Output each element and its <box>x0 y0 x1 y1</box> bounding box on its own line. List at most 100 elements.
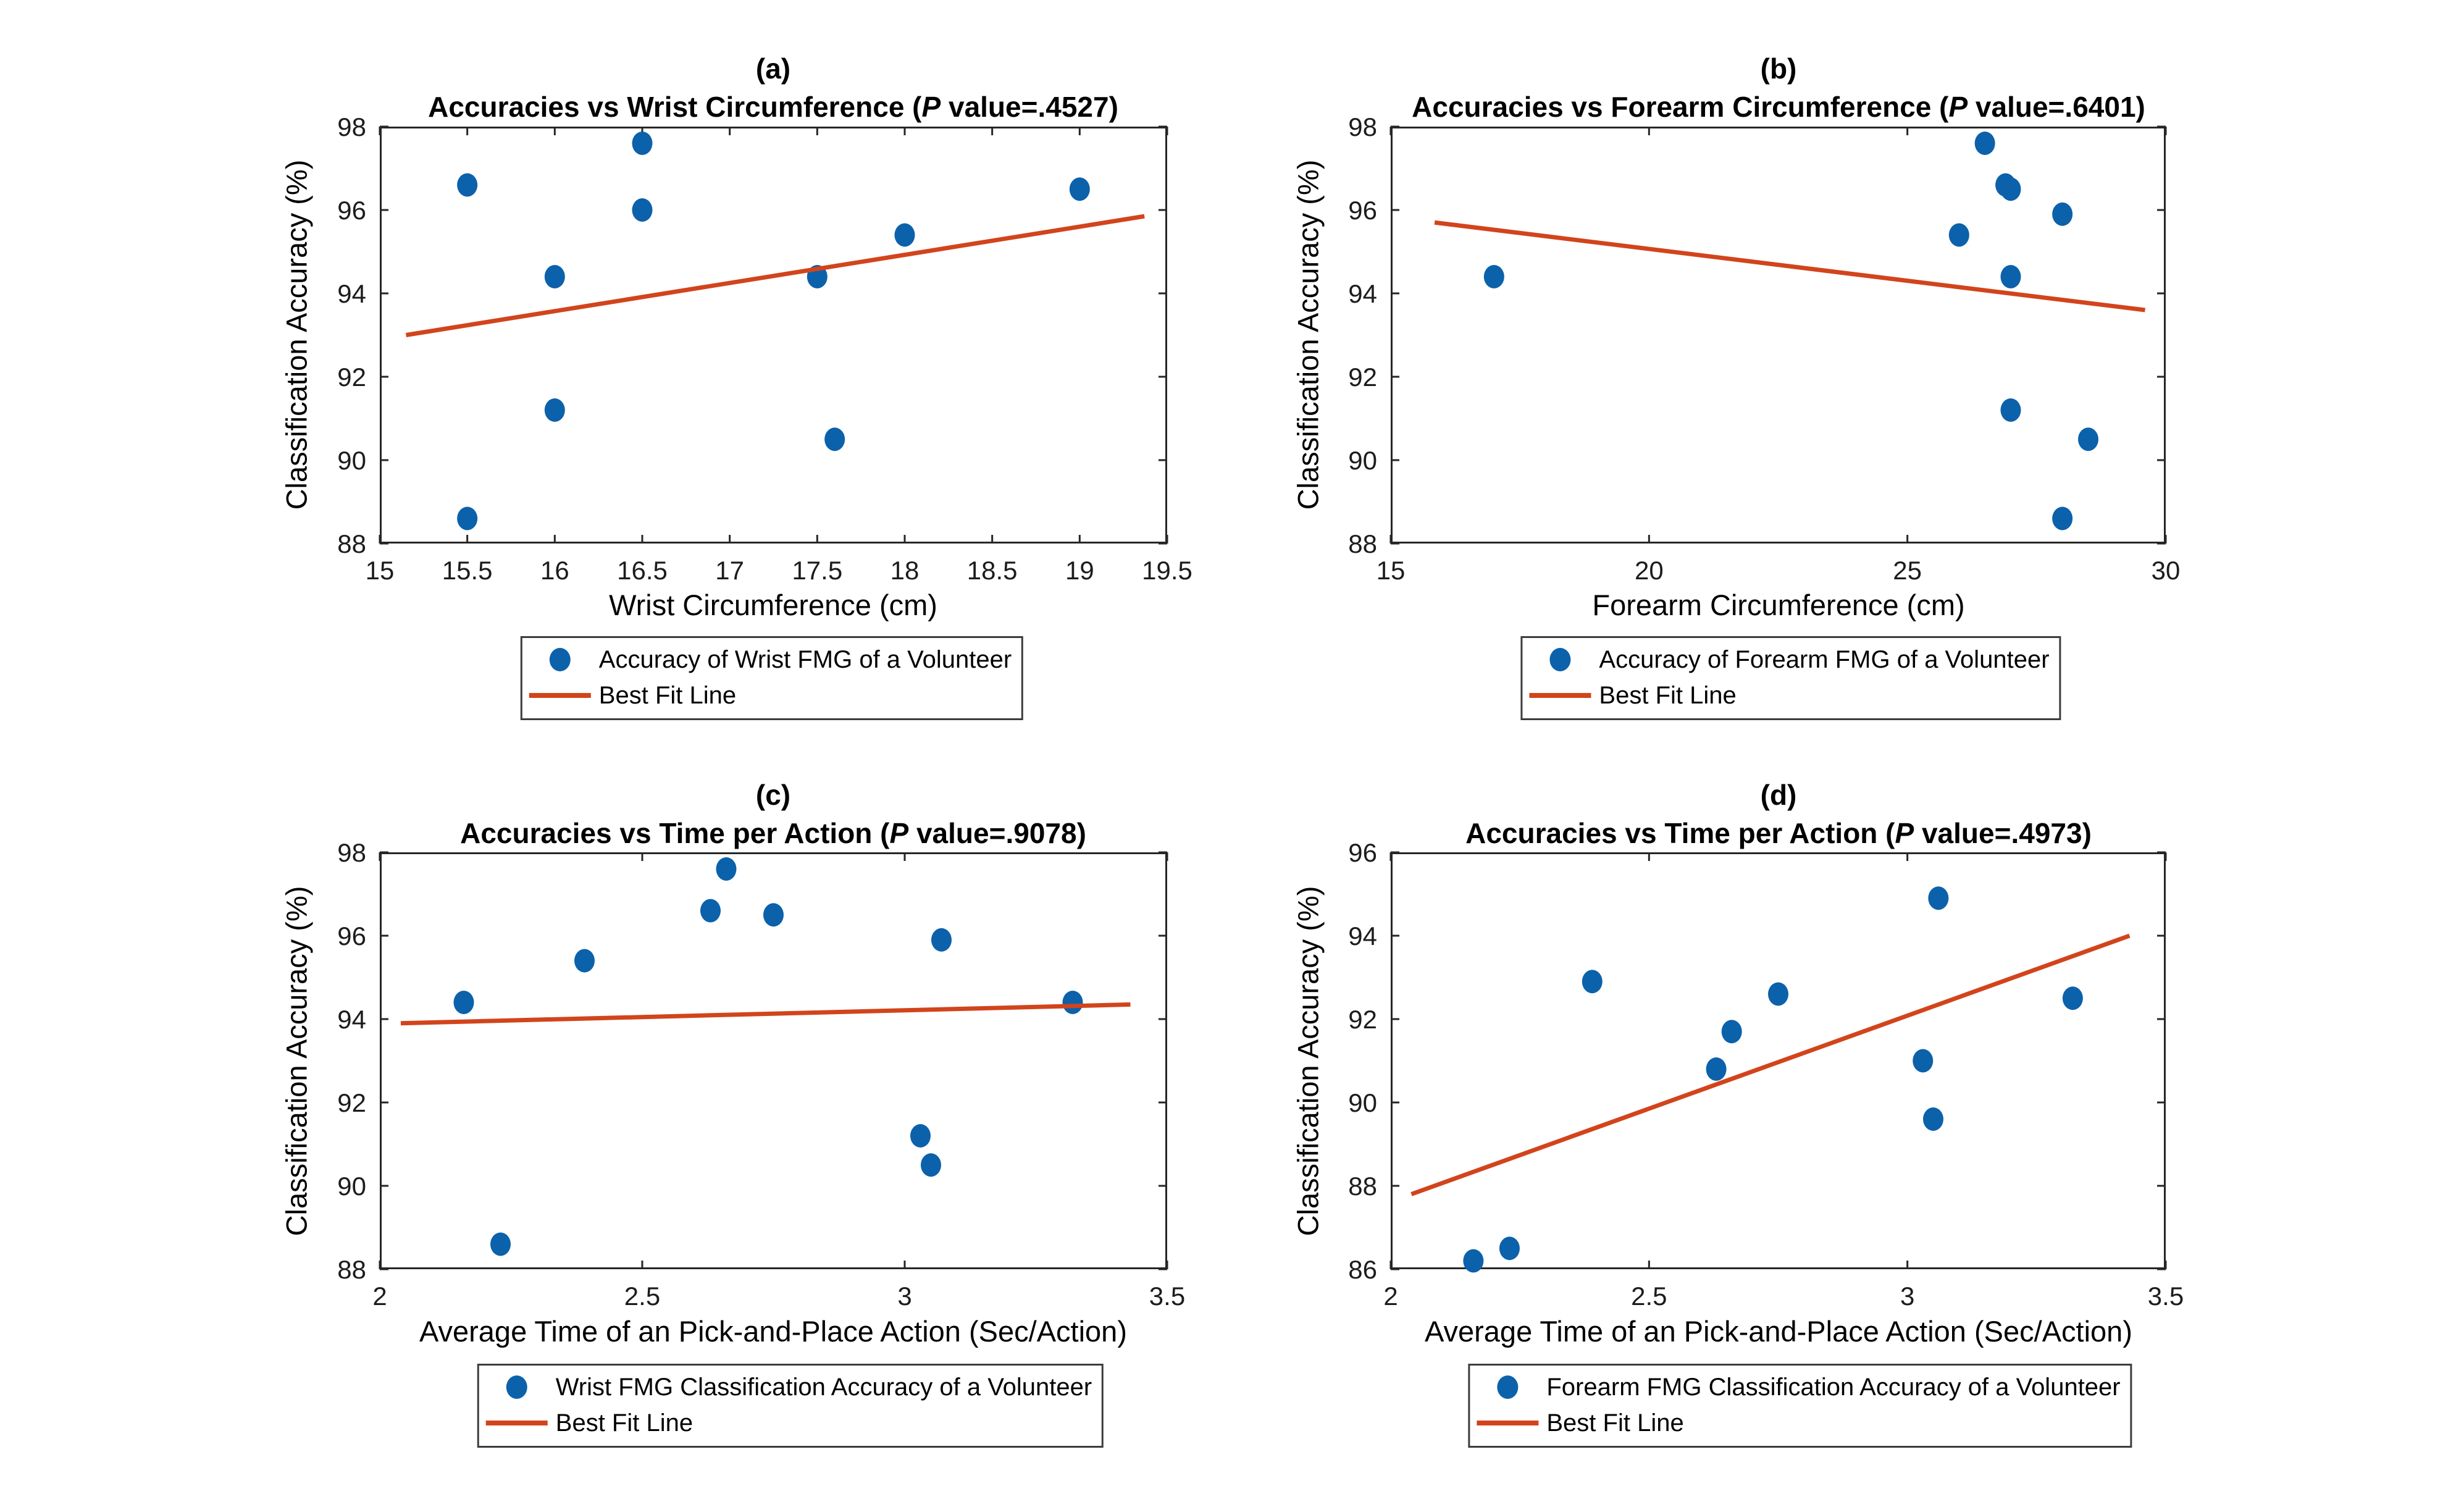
y-tick-label: 94 <box>337 1005 366 1034</box>
y-tick-label: 96 <box>1348 196 1377 225</box>
data-point <box>632 198 653 222</box>
scatter-marker-icon <box>1497 1375 1519 1399</box>
y-tick-label: 98 <box>1348 112 1377 141</box>
best-fit-line <box>405 214 1145 337</box>
data-point <box>2052 506 2073 531</box>
y-tick-label: 96 <box>337 196 366 225</box>
x-tick-label: 2 <box>372 1282 387 1311</box>
legend-item-fit-line: Best Fit Line <box>485 1406 1092 1440</box>
x-tick-label: 16.5 <box>617 556 668 585</box>
data-point <box>2062 986 2083 1010</box>
x-tick-label: 15.5 <box>442 556 493 585</box>
x-tick-label: 3 <box>897 1282 911 1311</box>
y-tick-label: 92 <box>1348 1005 1377 1034</box>
y-tick-label: 94 <box>1348 921 1377 951</box>
legend-label: Best Fit Line <box>555 1409 694 1437</box>
legend: Wrist FMG Classification Accuracy of a V… <box>477 1364 1104 1448</box>
y-tick-label: 98 <box>337 838 366 867</box>
x-tick-label: 19.5 <box>1142 556 1192 585</box>
legend-label: Wrist FMG Classification Accuracy of a V… <box>555 1373 1092 1401</box>
data-point <box>894 223 915 247</box>
data-point <box>2000 398 2021 422</box>
data-point <box>1928 886 1949 910</box>
data-point <box>457 173 478 197</box>
fit-line-icon <box>1477 1421 1539 1425</box>
y-tick-label: 90 <box>337 446 366 475</box>
x-tick-label: 20 <box>1635 556 1664 585</box>
data-point <box>2052 202 2073 226</box>
data-point <box>490 1232 511 1256</box>
data-point <box>1974 132 1995 155</box>
x-axis-label: Wrist Circumference (cm) <box>609 589 937 621</box>
y-tick-label: 90 <box>1348 446 1377 475</box>
data-point <box>921 1153 941 1177</box>
legend-label: Best Fit Line <box>598 681 737 709</box>
data-point <box>1499 1236 1520 1261</box>
data-point <box>2000 265 2021 288</box>
panel-letter: (a) <box>755 52 791 85</box>
data-point <box>700 899 721 923</box>
y-tick-label: 94 <box>1348 279 1377 308</box>
data-point <box>910 1124 931 1148</box>
best-fit-line <box>400 1002 1131 1026</box>
plot-area: 2 2.5 3 3.5 88 90 92 94 96 98 <box>337 838 1185 1311</box>
y-tick-label: 90 <box>1348 1088 1377 1117</box>
data-point <box>453 991 474 1014</box>
legend-label: Best Fit Line <box>1546 1409 1684 1437</box>
x-axis-label: Average Time of an Pick-and-Place Action… <box>1425 1315 2132 1348</box>
data-point <box>632 132 653 155</box>
y-tick-label: 86 <box>1348 1255 1377 1284</box>
legend-label: Best Fit Line <box>1599 681 1737 709</box>
legend-label: Accuracy of Forearm FMG of a Volunteer <box>1599 645 2050 673</box>
best-fit-line <box>1410 933 2131 1196</box>
x-tick-label: 30 <box>2152 556 2181 585</box>
data-point <box>763 903 784 927</box>
legend-label: Accuracy of Wrist FMG of a Volunteer <box>598 645 1012 673</box>
data-point <box>1062 991 1083 1014</box>
data-point <box>1948 223 1969 247</box>
data-point <box>1913 1049 1934 1073</box>
x-tick-label: 2 <box>1383 1282 1398 1311</box>
x-tick-label: 16 <box>540 556 569 585</box>
x-tick-label: 17.5 <box>792 556 842 585</box>
x-tick-label: 2.5 <box>1631 1282 1667 1311</box>
legend-item-fit-line: Best Fit Line <box>529 679 1012 712</box>
panel-title: Accuracies vs Time per Action (P value=.… <box>460 817 1086 849</box>
legend-item-scatter: Wrist FMG Classification Accuracy of a V… <box>485 1371 1092 1404</box>
x-tick-label: 18 <box>890 556 920 585</box>
y-axis-label: Classification Accuracy (%) <box>1291 886 1325 1236</box>
data-point <box>1923 1107 1943 1131</box>
legend-item-fit-line: Best Fit Line <box>1476 1406 2120 1440</box>
legend: Forearm FMG Classification Accuracy of a… <box>1468 1364 2132 1448</box>
data-point <box>2078 427 2098 451</box>
y-tick-label: 92 <box>337 1088 366 1117</box>
panel-letter: (b) <box>1760 52 1797 85</box>
legend: Accuracy of Forearm FMG of a Volunteer B… <box>1520 636 2061 720</box>
data-point <box>1069 177 1090 201</box>
legend-item-fit-line: Best Fit Line <box>1528 679 2049 712</box>
axes-box <box>380 127 1167 544</box>
data-point <box>1768 982 1788 1006</box>
y-tick-label: 88 <box>337 529 366 558</box>
x-tick-label: 18.5 <box>967 556 1018 585</box>
data-point <box>1463 1249 1484 1273</box>
axes-box <box>1391 852 2166 1269</box>
y-tick-label: 94 <box>337 279 366 308</box>
y-tick-label: 90 <box>337 1172 366 1201</box>
legend-item-scatter: Accuracy of Forearm FMG of a Volunteer <box>1528 643 2050 676</box>
panel-title: Accuracies vs Wrist Circumference (P val… <box>428 91 1118 123</box>
legend-item-scatter: Forearm FMG Classification Accuracy of a… <box>1476 1371 2121 1404</box>
plot-area: 15 15.5 16 16.5 17 17.5 18 18.5 19 19.5 88 90 92 94 96… <box>337 112 1192 585</box>
axes-box <box>1391 127 2166 544</box>
fit-line-icon <box>529 693 591 698</box>
x-tick-label: 15 <box>1377 556 1406 585</box>
scatter-marker-icon <box>506 1375 527 1399</box>
data-point <box>457 506 478 531</box>
x-tick-label: 25 <box>1893 556 1922 585</box>
data-point <box>1721 1020 1742 1044</box>
